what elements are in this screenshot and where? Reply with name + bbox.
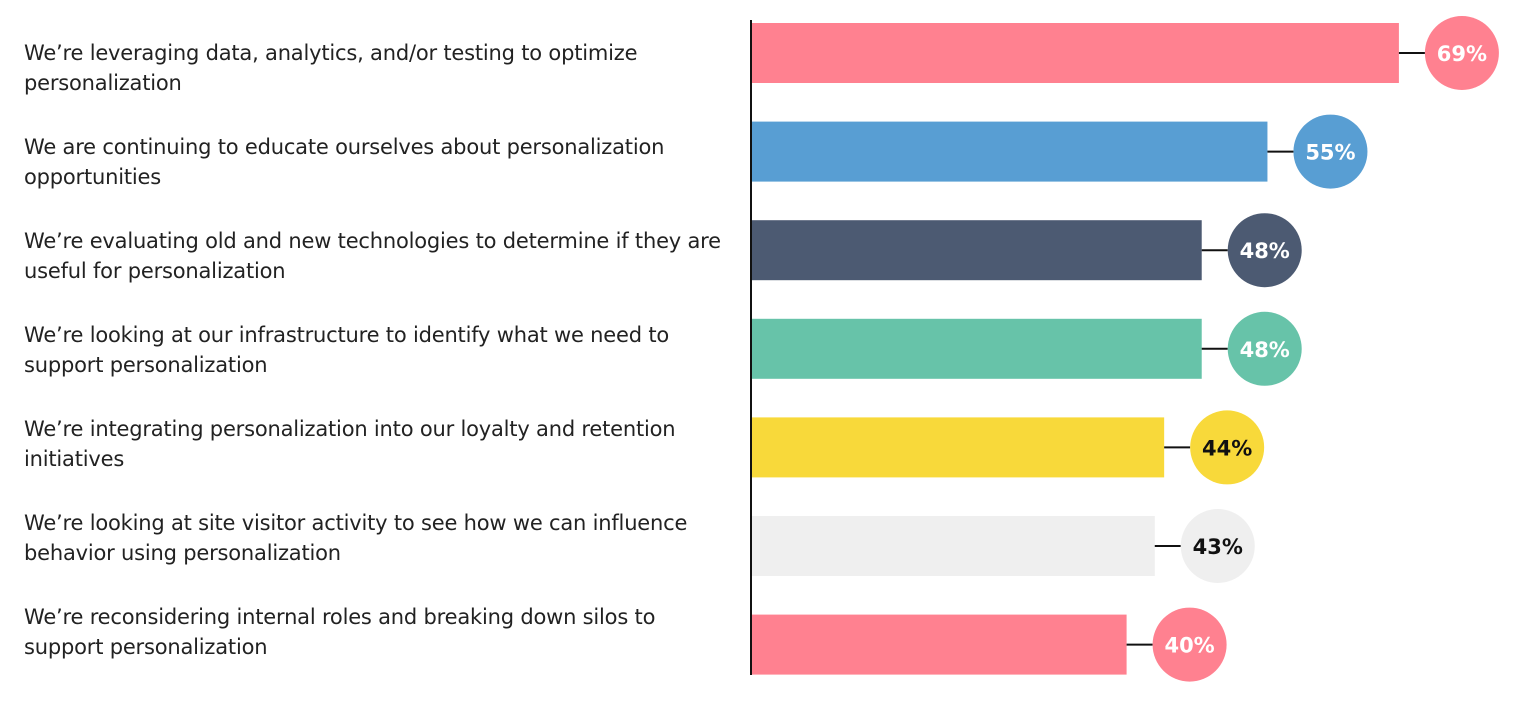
value-label: 48% <box>1240 239 1290 263</box>
category-label: We’re looking at our infrastructure to i… <box>24 320 724 380</box>
category-label-line: We’re reconsidering internal roles and b… <box>24 605 656 629</box>
category-label: We are continuing to educate ourselves a… <box>24 132 724 192</box>
category-label-line: opportunities <box>24 165 162 189</box>
bar <box>751 220 1202 281</box>
bar <box>751 614 1127 675</box>
category-label: We’re integrating personalization into o… <box>24 414 724 474</box>
category-label-line: We are continuing to educate ourselves a… <box>24 135 665 159</box>
category-label: We’re leveraging data, analytics, and/or… <box>24 38 724 98</box>
bar <box>751 417 1165 478</box>
value-badge <box>1180 509 1255 583</box>
value-badge <box>1227 213 1302 288</box>
value-badge <box>1227 311 1302 386</box>
value-badge <box>1152 607 1227 682</box>
category-label: We’re evaluating old and new technologie… <box>24 226 724 286</box>
category-label-line: behavior using personalization <box>24 541 341 565</box>
category-label-line: We’re evaluating old and new technologie… <box>24 229 721 253</box>
category-label: We’re looking at site visitor activity t… <box>24 508 724 568</box>
value-badge <box>1293 114 1368 189</box>
category-label-line: We’re leveraging data, analytics, and/or… <box>24 41 638 65</box>
value-badge <box>1190 410 1265 485</box>
category-label-line: useful for personalization <box>24 259 286 283</box>
value-label: 43% <box>1193 535 1243 559</box>
category-label-line: We’re looking at site visitor activity t… <box>24 511 688 535</box>
value-label: 40% <box>1164 634 1214 658</box>
value-badge <box>1424 16 1499 90</box>
category-label: We’re reconsidering internal roles and b… <box>24 602 724 662</box>
value-label: 48% <box>1240 338 1290 362</box>
bar <box>751 23 1399 83</box>
value-label: 69% <box>1437 42 1487 66</box>
bar <box>751 121 1268 182</box>
category-label-line: support personalization <box>24 635 268 659</box>
category-label-line: We’re looking at our infrastructure to i… <box>24 323 670 347</box>
bar <box>751 318 1202 379</box>
value-label: 44% <box>1202 436 1252 460</box>
category-label-line: We’re integrating personalization into o… <box>24 417 676 441</box>
category-label-line: initiatives <box>24 447 125 471</box>
category-label-line: support personalization <box>24 353 268 377</box>
value-label: 55% <box>1305 141 1355 165</box>
bar <box>751 516 1155 576</box>
category-label-line: personalization <box>24 71 182 95</box>
